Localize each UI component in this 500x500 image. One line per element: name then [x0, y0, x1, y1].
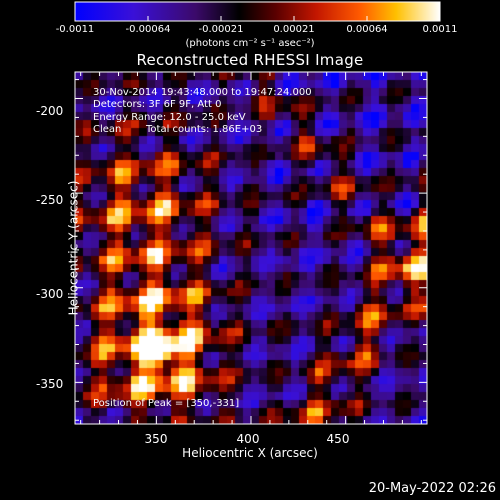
y-tick-label: -350 [36, 377, 64, 391]
colorbar-tick: 0.00021 [273, 24, 315, 35]
x-tick-label: 350 [144, 432, 168, 446]
colorbar-gradient [74, 1, 441, 22]
heatmap-plot [75, 72, 427, 424]
clean-label: Clean [93, 124, 122, 135]
x-axis-label: Heliocentric X (arcsec) [182, 446, 318, 460]
y-axis-label: Heliocentric Y (arcsec) [66, 180, 81, 316]
chart-title: Reconstructed RHESSI Image [136, 51, 364, 69]
total-counts-label: Total counts: 1.86E+03 [146, 124, 263, 135]
time-range-label: 30-Nov-2014 19:43:48.000 to 19:47:24.000 [93, 87, 312, 98]
y-tick-label: -300 [36, 287, 64, 301]
colorbar-tick: -0.00064 [125, 24, 171, 35]
colorbar-tick: 0.00064 [346, 24, 388, 35]
y-tick-label: -250 [36, 193, 64, 207]
colorbar-tick: -0.0011 [55, 24, 95, 35]
colorbar-tick: -0.00021 [198, 24, 244, 35]
energy-range-label: Energy Range: 12.0 - 25.0 keV [93, 112, 246, 123]
colorbar-tick: 0.0011 [422, 24, 458, 35]
x-tick-label: 400 [236, 432, 260, 446]
detectors-label: Detectors: 3F 6F 9F, Att 0 [93, 99, 222, 110]
x-tick-label: 450 [326, 432, 350, 446]
colorbar-units: (photons cm⁻² s⁻¹ asec⁻²) [185, 38, 315, 49]
peak-position-label: Position of Peak = [350,-331] [93, 398, 240, 409]
heatmap-image [75, 72, 427, 424]
y-tick-label: -200 [36, 104, 64, 118]
footer-timestamp: 20-May-2022 02:26 [368, 481, 496, 496]
